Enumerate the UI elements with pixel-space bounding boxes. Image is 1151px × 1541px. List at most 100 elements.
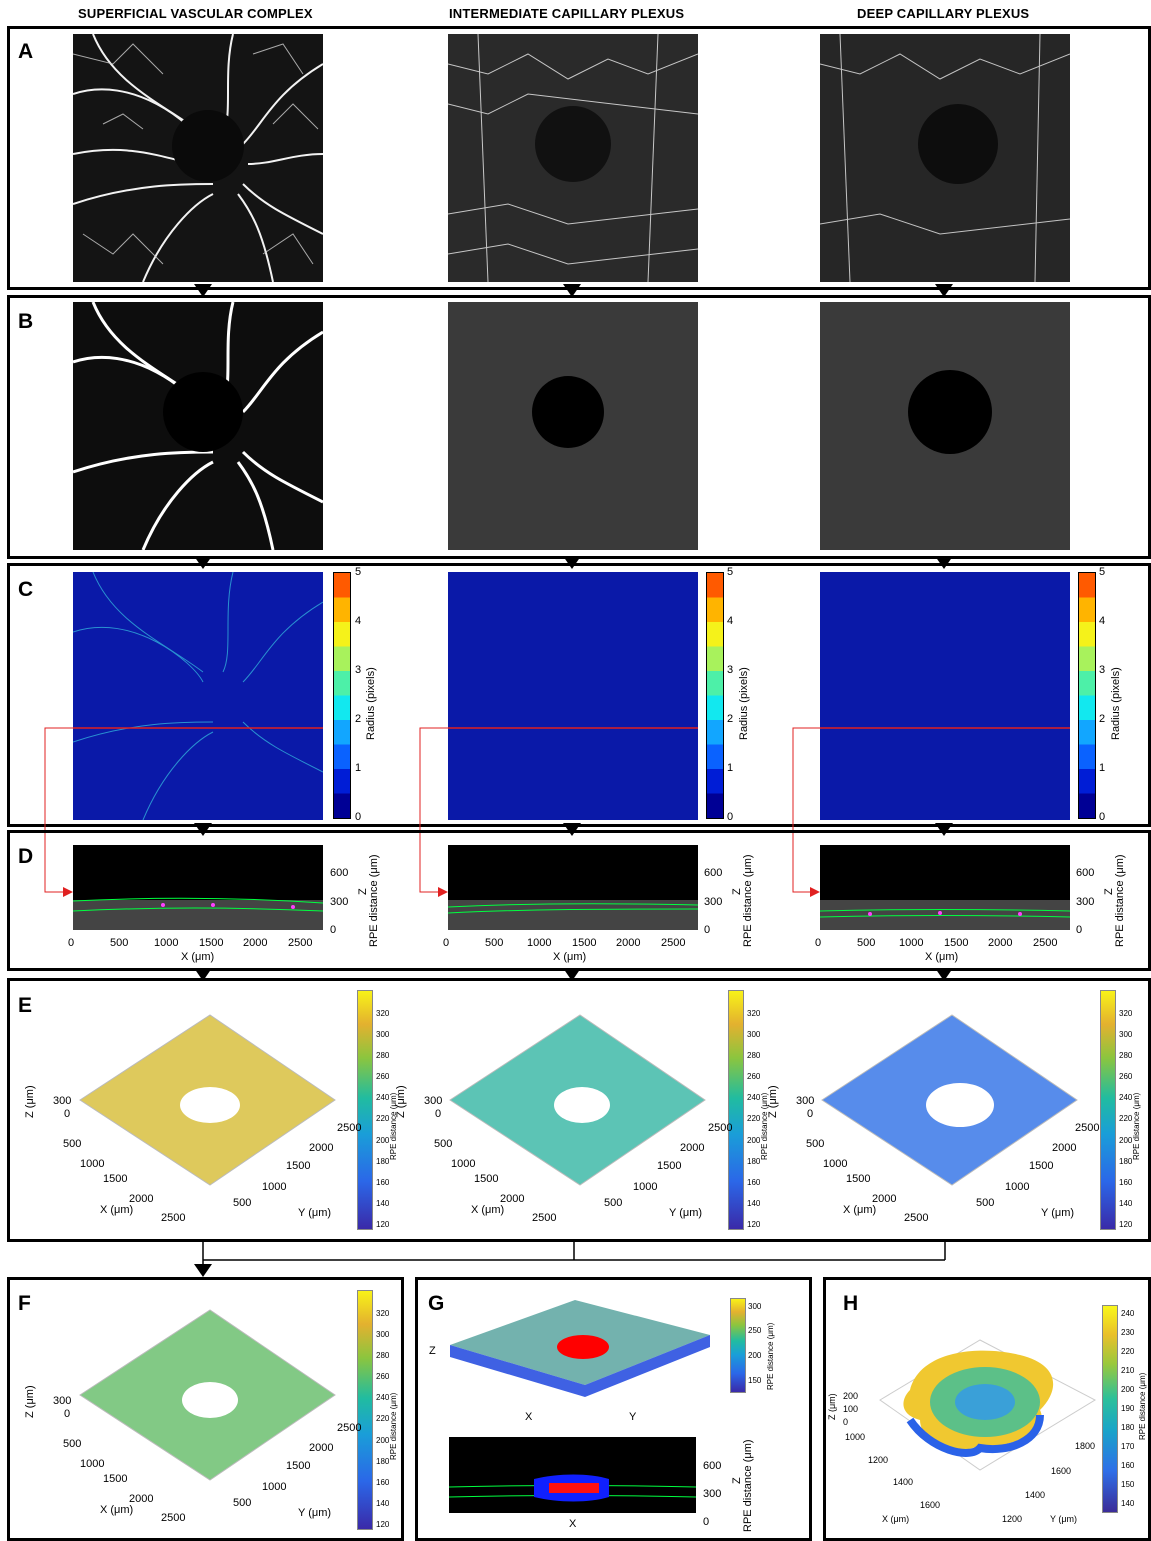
panel-g-frame — [415, 1277, 812, 1541]
x-tick: 0 — [815, 937, 822, 949]
x-tick: 500 — [806, 1138, 825, 1150]
column-title-deep: DEEP CAPILLARY PLEXUS — [857, 6, 1030, 21]
x-tick: 1000 — [80, 1158, 105, 1170]
colorbar-ticks: 320 300 280 260 240 220 200 180 160 140 120 — [376, 1009, 390, 1229]
y-axis-label: Y (μm) — [298, 1507, 332, 1519]
binarized-image-svc — [73, 302, 323, 550]
x-tick: 2000 — [988, 937, 1013, 949]
z-tick: 300 — [703, 1488, 722, 1500]
x-tick: 2000 — [243, 937, 268, 949]
colorbar-ticks: 320 300 280 260 240 220 200 180 160 140 120 — [1119, 1009, 1133, 1229]
radius-map-dcp — [820, 572, 1070, 820]
z-tick: 600 — [1076, 867, 1095, 879]
x-tick: 0 — [68, 937, 75, 949]
down-arrow-icon — [194, 968, 212, 981]
bscan-image-dcp — [820, 845, 1070, 930]
x-tick: 500 — [857, 937, 876, 949]
z-tick: 0 — [330, 924, 337, 936]
panel-label-b: B — [18, 310, 34, 333]
bscan-image-svc — [73, 845, 323, 930]
rpe-axis-label: RPE distance (μm) — [1114, 854, 1126, 947]
x-axis-label: X (μm) — [100, 1204, 134, 1216]
octa-image-dcp — [820, 34, 1070, 282]
x-tick: 1500 — [474, 1173, 499, 1185]
colorbar-tick: 150 — [748, 1376, 762, 1385]
colorbar-tick: 0 — [727, 811, 734, 823]
radius-colorbar — [706, 572, 724, 819]
rpe-colorbar — [357, 990, 373, 1230]
z-tick: 0 — [1076, 924, 1083, 936]
x-tick: 2000 — [129, 1193, 154, 1205]
colorbar-tick: 2 — [1099, 713, 1106, 725]
panel-label-d: D — [18, 845, 34, 868]
rpe-colorbar — [357, 1290, 373, 1530]
panel-f-frame — [7, 1277, 404, 1541]
colorbar-tick: 0 — [355, 811, 362, 823]
rpe-axis-label: RPE distance (μm) — [368, 854, 380, 947]
y-tick: 1500 — [286, 1460, 311, 1472]
x-tick: 500 — [434, 1138, 453, 1150]
colorbar-tick: 4 — [727, 615, 734, 627]
y-tick: 2500 — [708, 1122, 733, 1134]
x-tick: 500 — [110, 937, 129, 949]
down-arrow-icon — [935, 284, 953, 297]
colorbar-tick: 5 — [727, 566, 734, 578]
colorbar-tick: 200 — [748, 1351, 762, 1360]
colorbar-tick: 5 — [1099, 566, 1106, 578]
z-tick: 0 — [704, 924, 711, 936]
x-tick: 2500 — [161, 1212, 186, 1224]
surface-plot-svc — [79, 1014, 336, 1186]
x-tick: 2500 — [288, 937, 313, 949]
panel-h-frame — [823, 1277, 1151, 1541]
x-tick: 1000 — [527, 937, 552, 949]
y-tick: 2500 — [337, 1122, 362, 1134]
octa-image-icp — [448, 34, 698, 282]
z-tick: 300 — [424, 1095, 443, 1107]
faz-bscan-image — [448, 1437, 697, 1513]
y-tick: 1800 — [1075, 1441, 1096, 1451]
y-tick: 2500 — [337, 1422, 362, 1434]
x-tick: 2500 — [904, 1212, 929, 1224]
radius-colorbar — [333, 572, 351, 819]
y-tick: 1000 — [262, 1181, 287, 1193]
y-axis-label: Y (μm) — [1050, 1514, 1078, 1524]
colorbar-tick: 2 — [727, 713, 734, 725]
y-tick: 500 — [233, 1497, 252, 1509]
colorbar-tick: 0 — [1099, 811, 1106, 823]
radius-map-icp — [448, 572, 698, 820]
y-tick: 2000 — [309, 1142, 334, 1154]
x-tick: 500 — [485, 937, 504, 949]
x-axis-label: X (μm) — [553, 951, 587, 963]
panel-label-f: F — [18, 1292, 31, 1315]
colorbar-tick: 1 — [355, 762, 362, 774]
x-tick: 1500 — [944, 937, 969, 949]
rpe-colorbar — [1102, 1305, 1118, 1513]
bscan-image-icp — [448, 845, 698, 930]
binarized-image-icp — [448, 302, 698, 550]
z-tick: 300 — [796, 1095, 815, 1107]
row-e-frame — [7, 978, 1151, 1242]
radius-map-svc — [73, 572, 323, 820]
x-tick: 1000 — [845, 1432, 866, 1442]
colorbar-ticks: 240 230 220 210 200 190 180 170 160 150 140 — [1121, 1309, 1135, 1508]
z-tick: 300 — [704, 896, 723, 908]
faz-surface-plot — [450, 1300, 710, 1397]
colorbar-label: RPE distance (μm) — [766, 1322, 775, 1390]
x-axis-label: X (μm) — [882, 1514, 910, 1524]
rpe-colorbar — [1100, 990, 1116, 1230]
colorbar-tick: 4 — [355, 615, 362, 627]
faz-3d-surface — [879, 1339, 1097, 1471]
x-tick: 1500 — [103, 1173, 128, 1185]
x-axis-label: X (μm) — [100, 1504, 134, 1516]
y-tick: 500 — [604, 1197, 623, 1209]
surface-plot-combined — [79, 1309, 336, 1481]
z-tick: 0 — [64, 1408, 71, 1420]
y-tick: 1500 — [657, 1160, 682, 1172]
colorbar-tick: 250 — [748, 1326, 762, 1335]
z-axis-label: Z (μm) — [395, 1085, 407, 1118]
z-tick: 600 — [330, 867, 349, 879]
x-tick: 1000 — [451, 1158, 476, 1170]
down-arrow-icon — [194, 1264, 212, 1277]
y-tick: 1000 — [262, 1481, 287, 1493]
